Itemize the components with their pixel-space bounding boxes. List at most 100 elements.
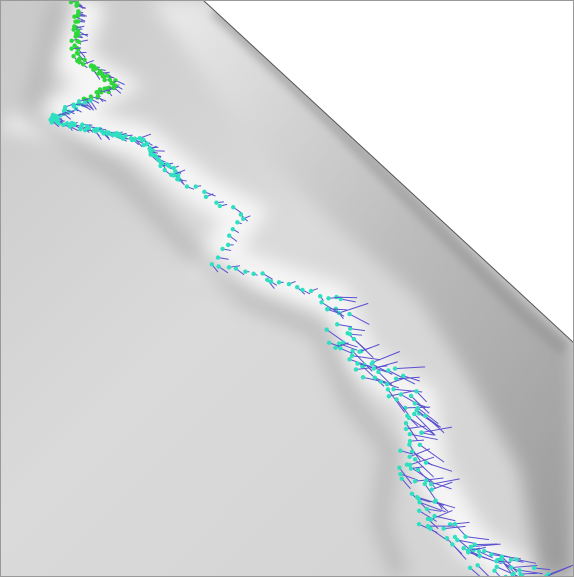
sample-point: [83, 128, 87, 132]
sample-point: [355, 361, 359, 365]
sample-point: [350, 354, 354, 358]
sample-point: [216, 264, 220, 268]
sample-point: [445, 536, 449, 540]
sample-point: [408, 463, 412, 467]
sample-point: [489, 552, 493, 556]
sample-point: [287, 282, 291, 286]
sample-point: [309, 289, 313, 293]
sample-point: [71, 27, 75, 31]
sample-point: [210, 262, 214, 266]
sample-point: [243, 270, 247, 274]
sample-point: [475, 563, 479, 567]
sample-point: [324, 327, 328, 331]
sample-point: [441, 526, 445, 530]
sample-point: [379, 380, 383, 384]
sample-point: [231, 227, 235, 231]
sample-point: [105, 73, 109, 77]
sample-point: [494, 559, 498, 563]
sample-point: [468, 566, 472, 570]
sample-point: [509, 558, 513, 562]
sample-point: [450, 542, 454, 546]
sample-point: [404, 427, 408, 431]
sample-point: [400, 477, 404, 481]
sample-point: [319, 300, 323, 304]
sample-point: [532, 566, 536, 570]
sample-point: [72, 122, 76, 126]
sample-point: [425, 507, 429, 511]
sample-point: [82, 58, 86, 62]
sample-point: [385, 382, 389, 386]
vector: [521, 573, 538, 574]
sample-point: [176, 173, 180, 177]
sample-point: [300, 288, 304, 292]
sample-point: [414, 408, 418, 412]
page: (() => { const svg = document.getElement…: [0, 0, 574, 577]
sample-point: [391, 387, 395, 391]
sample-point: [72, 14, 76, 18]
sample-point: [241, 217, 245, 221]
sample-point: [387, 394, 391, 398]
sample-point: [407, 443, 411, 447]
sample-point: [102, 87, 106, 91]
sample-point: [408, 432, 412, 436]
sample-point: [145, 141, 149, 145]
sample-point: [175, 177, 179, 181]
sample-point: [495, 565, 499, 569]
sample-point: [376, 370, 380, 374]
sample-point: [414, 389, 418, 393]
sample-point: [461, 546, 465, 550]
sample-point: [76, 52, 80, 56]
sample-point: [185, 184, 189, 188]
sample-point: [386, 387, 390, 391]
sample-point: [56, 119, 60, 123]
sample-point: [95, 128, 99, 132]
sample-point: [348, 332, 352, 336]
sample-point: [172, 173, 176, 177]
sample-point: [347, 357, 351, 361]
sample-point: [73, 34, 77, 38]
sample-point: [397, 466, 401, 470]
sample-point: [133, 136, 137, 140]
sample-point: [509, 565, 513, 569]
sample-point: [94, 90, 98, 94]
sample-point: [251, 272, 255, 276]
sample-point: [429, 517, 433, 521]
sample-point: [71, 54, 75, 58]
sample-point: [510, 572, 514, 576]
sample-point: [361, 375, 365, 379]
sample-point: [79, 124, 83, 128]
sample-point: [194, 184, 198, 188]
sample-point: [473, 542, 477, 546]
sample-point: [214, 200, 218, 204]
sample-point: [463, 534, 467, 538]
sample-point: [111, 133, 115, 137]
sample-point: [74, 4, 78, 8]
sample-point: [514, 557, 518, 561]
sample-point: [234, 266, 238, 270]
sample-point: [386, 368, 390, 372]
sample-point: [333, 346, 337, 350]
sample-point: [141, 138, 145, 142]
sample-point: [413, 479, 417, 483]
sample-point: [218, 204, 222, 208]
sample-point: [429, 482, 433, 486]
sample-point: [77, 60, 81, 64]
terrain-view: [0, 0, 574, 577]
sample-point: [72, 104, 76, 108]
sample-point: [398, 472, 402, 476]
sample-point: [407, 416, 411, 420]
sample-point: [76, 19, 80, 23]
sample-point: [87, 126, 91, 130]
sample-point: [424, 478, 428, 482]
sample-point: [167, 164, 171, 168]
sample-point: [227, 233, 231, 237]
sample-point: [492, 568, 496, 572]
sample-point: [77, 40, 81, 44]
sample-point: [466, 550, 470, 554]
sample-point: [404, 421, 408, 425]
sample-point: [61, 123, 65, 127]
sample-point: [91, 67, 95, 71]
sample-point: [335, 322, 339, 326]
sample-point: [372, 366, 376, 370]
sample-point: [424, 461, 428, 465]
